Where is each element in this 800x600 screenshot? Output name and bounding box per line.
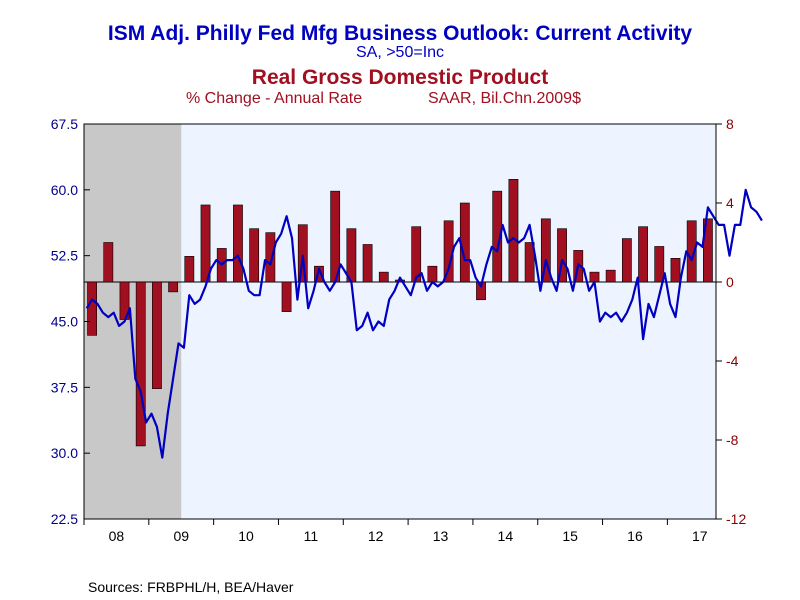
x-tick-label: 15 bbox=[562, 528, 578, 544]
gdp-bar bbox=[249, 228, 260, 283]
line-title: ISM Adj. Philly Fed Mfg Business Outlook… bbox=[108, 22, 692, 45]
gdp-bar bbox=[168, 281, 179, 293]
source-note: Sources: FRBPHL/H, BEA/Haver bbox=[88, 579, 294, 595]
line-subtitle: SA, >50=Inc bbox=[356, 44, 444, 61]
gdp-bar bbox=[152, 281, 162, 389]
gdp-bar bbox=[135, 281, 146, 447]
bar-subtitle-left: % Change - Annual Rate bbox=[186, 90, 362, 107]
gdp-bar bbox=[281, 281, 292, 312]
gdp-bar bbox=[346, 228, 357, 283]
gdp-bar bbox=[427, 265, 438, 283]
gdp-bar bbox=[265, 232, 276, 283]
x-tick-label: 10 bbox=[238, 528, 254, 544]
right-tick-label: -12 bbox=[726, 511, 746, 527]
x-tick-label: 08 bbox=[109, 528, 125, 544]
gdp-bar bbox=[233, 204, 243, 283]
gdp-bar bbox=[297, 224, 308, 283]
left-axis: 67.5 60.0 52.5 45.0 37.5 30.0 22.5 bbox=[51, 116, 90, 527]
left-tick-label: 37.5 bbox=[51, 379, 78, 395]
right-tick-label: 0 bbox=[726, 274, 734, 290]
x-tick-label: 09 bbox=[173, 528, 189, 544]
gdp-bar bbox=[508, 179, 519, 283]
gdp-bar bbox=[638, 226, 648, 283]
plot-area bbox=[83, 123, 763, 520]
gdp-bar bbox=[378, 271, 389, 283]
left-tick-label: 30.0 bbox=[51, 445, 78, 461]
gdp-bar bbox=[200, 204, 211, 283]
left-tick-label: 67.5 bbox=[51, 116, 78, 132]
gdp-bar bbox=[314, 265, 324, 283]
gdp-bar bbox=[703, 218, 713, 283]
bar-subtitle-right: SAAR, Bil.Chn.2009$ bbox=[428, 90, 581, 107]
gdp-bar bbox=[103, 242, 114, 283]
plot-background bbox=[84, 124, 716, 519]
gdp-bar bbox=[524, 242, 535, 283]
left-tick-label: 22.5 bbox=[51, 511, 78, 527]
x-tick-label: 14 bbox=[498, 528, 514, 544]
right-tick-label: 4 bbox=[726, 195, 734, 211]
gdp-bar bbox=[621, 238, 632, 283]
x-tick-label: 13 bbox=[433, 528, 449, 544]
x-tick-label: 11 bbox=[304, 528, 319, 544]
gdp-bar bbox=[184, 256, 195, 283]
gdp-bar bbox=[411, 226, 422, 283]
x-tick-label: 17 bbox=[692, 528, 708, 544]
gdp-bar bbox=[557, 228, 567, 283]
gdp-bar bbox=[654, 246, 665, 283]
philly-fed-line bbox=[85, 188, 763, 459]
right-axis: 8 4 0 -4 -8 -12 bbox=[716, 116, 746, 527]
gdp-bar bbox=[87, 281, 97, 336]
gdp-bar bbox=[540, 218, 551, 283]
left-tick-label: 45.0 bbox=[51, 314, 78, 330]
gdp-bar bbox=[589, 271, 600, 283]
left-tick-label: 52.5 bbox=[51, 248, 78, 264]
gdp-bar bbox=[670, 257, 681, 283]
right-tick-label: -8 bbox=[726, 432, 739, 448]
gdp-bar bbox=[492, 190, 503, 283]
gdp-bar bbox=[605, 269, 616, 283]
right-tick-label: -4 bbox=[726, 353, 739, 369]
x-axis: 08 09 10 11 12 13 14 15 16 17 bbox=[83, 519, 708, 544]
gdp-bar bbox=[362, 244, 373, 283]
x-tick-label: 12 bbox=[368, 528, 384, 544]
recession-shading bbox=[84, 124, 182, 519]
x-tick-label: 16 bbox=[627, 528, 643, 544]
right-tick-label: 8 bbox=[726, 116, 734, 132]
left-tick-label: 60.0 bbox=[51, 182, 78, 198]
bar-title: Real Gross Domestic Product bbox=[252, 66, 548, 89]
